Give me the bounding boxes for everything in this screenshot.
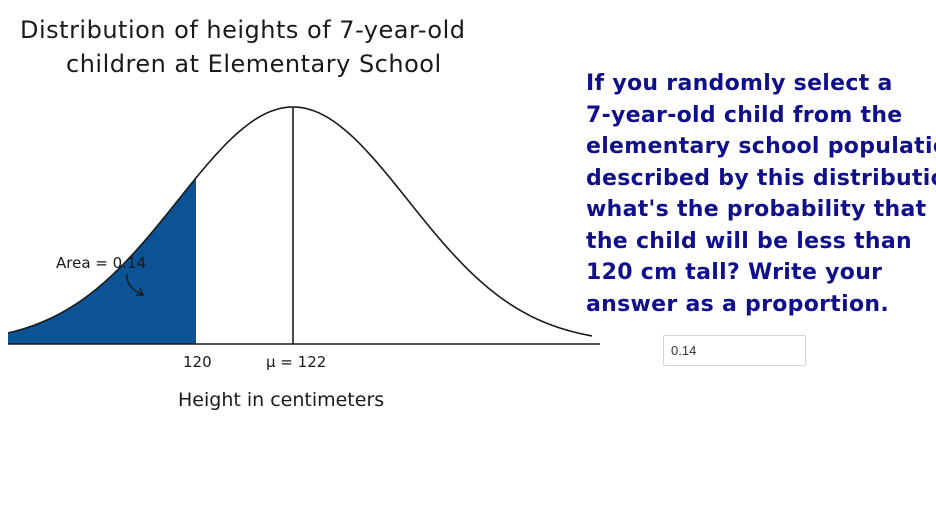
area-pointer-arrow [126, 273, 143, 295]
area-label: Area = 0.14 [56, 254, 146, 272]
question-text: If you randomly select a 7-year-old chil… [586, 68, 936, 320]
question-line: 120 cm tall? Write your [586, 260, 883, 285]
figure-title-line-2: children at Elementary School [66, 50, 442, 78]
shaded-left-tail-area [8, 177, 196, 344]
question-line: what's the probability that [586, 197, 927, 222]
mean-tick-label: μ = 122 [266, 353, 326, 371]
question-line: the child will be less than [586, 228, 912, 254]
answer-input[interactable] [663, 335, 806, 366]
bell-curve [7, 106, 593, 337]
axis-title: Height in centimeters [178, 389, 384, 411]
question-line: described by this distribution, [586, 165, 936, 191]
question-line: answer as a proportion. [586, 291, 889, 317]
cutoff-tick-label: 120 [183, 353, 212, 371]
question-line: 7-year-old child from the [586, 102, 903, 128]
question-line: elementary school population [586, 134, 936, 159]
normal-distribution-figure: Distribution of heights of 7-year-old ch… [7, 16, 600, 411]
question-line: If you randomly select a [586, 71, 893, 96]
figure-title-line-1: Distribution of heights of 7-year-old [20, 16, 466, 44]
area-pointer-arrowhead [136, 287, 145, 296]
